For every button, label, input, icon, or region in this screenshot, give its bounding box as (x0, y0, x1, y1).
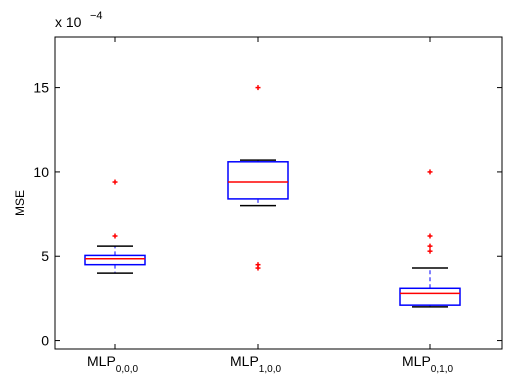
plot-border (54, 36, 503, 350)
iqr-box (84, 254, 146, 266)
box-series (84, 85, 461, 308)
box-3 (399, 169, 461, 308)
iqr-box (399, 287, 461, 306)
outlier-marker (427, 233, 433, 239)
iqr-box (227, 161, 289, 200)
x-tick-label: MLP1,0,0 (230, 353, 281, 375)
y-axis-label: MSE (13, 190, 27, 216)
x-tick-label: MLP0,0,0 (87, 353, 138, 375)
plot-frame (54, 36, 503, 350)
x-tick-label: MLP0,1,0 (402, 353, 453, 375)
outlier-marker (255, 265, 261, 271)
y-tick-label: 0 (41, 333, 49, 349)
y-tick-label: 15 (33, 80, 49, 96)
outlier-marker (112, 179, 118, 185)
x-tick-label-subscript: 1,0,0 (259, 364, 282, 375)
outlier-marker (427, 243, 433, 249)
y-tick-label: 10 (33, 164, 49, 180)
outlier-marker (427, 248, 433, 254)
y-tick-label: 5 (41, 248, 49, 264)
box-2 (227, 85, 289, 271)
x-tick-label-base: MLP (230, 353, 259, 369)
y-axis: 0 5 10 15 (33, 80, 502, 349)
y-multiplier-exponent: −4 (90, 10, 103, 22)
outlier-marker (255, 85, 261, 91)
y-multiplier: x 10 −4 (55, 10, 103, 30)
x-tick-label-base: MLP (87, 353, 116, 369)
x-tick-label-subscript: 0,0,0 (116, 364, 139, 375)
outlier-marker (427, 169, 433, 175)
outlier-marker (112, 233, 118, 239)
x-tick-label-subscript: 0,1,0 (431, 364, 454, 375)
y-multiplier-text: x 10 (55, 14, 82, 30)
x-tick-label-base: MLP (402, 353, 431, 369)
box-1 (84, 179, 146, 274)
